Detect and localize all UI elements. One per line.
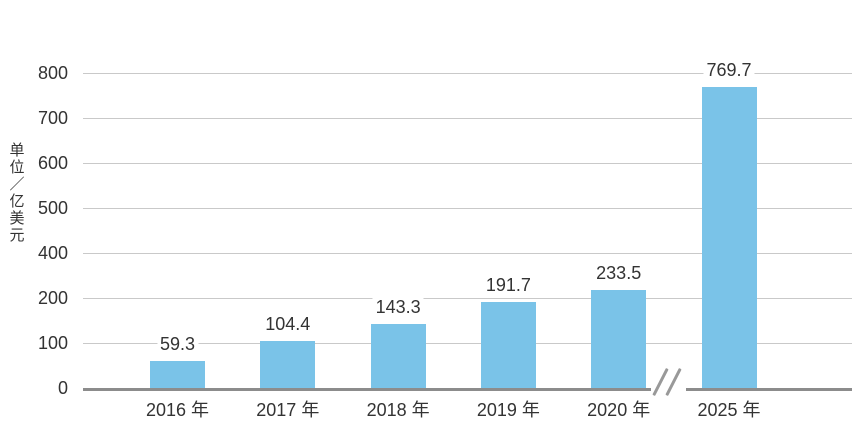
bar-value-label: 233.5 [593, 263, 645, 284]
y-tick-label: 700 [37, 108, 68, 128]
gridline [83, 252, 852, 254]
y-tick-label: 400 [37, 243, 68, 263]
bar [370, 323, 426, 388]
y-axis-title: 单位／亿美元 [7, 142, 25, 244]
y-tick-label: 800 [37, 63, 68, 83]
x-category-label: 2016 年 [145, 400, 210, 420]
y-tick-label: 600 [37, 153, 68, 173]
bar-value-label: 104.4 [262, 314, 314, 335]
y-tick-label: 0 [57, 378, 68, 398]
bar [591, 290, 647, 388]
x-category-label: 2018 年 [366, 400, 430, 420]
gridline [83, 117, 852, 119]
x-axis-line [83, 388, 852, 391]
gridline [83, 72, 852, 74]
gridline [83, 207, 852, 209]
x-category-label: 2020 年 [587, 400, 651, 420]
bar [150, 361, 205, 388]
bar [701, 86, 757, 388]
x-category-label: 2025 年 [697, 400, 761, 420]
gridline [83, 162, 852, 164]
bar [260, 341, 316, 388]
y-tick-label: 100 [37, 333, 68, 353]
y-tick-label: 500 [37, 198, 68, 218]
bar [480, 301, 536, 388]
gridline [83, 342, 852, 344]
x-category-label: 2019 年 [476, 400, 540, 420]
bar-value-label: 59.3 [156, 334, 199, 355]
y-tick-label: 200 [37, 288, 68, 308]
bar-value-label: 191.7 [482, 274, 534, 295]
x-category-label: 2017 年 [256, 400, 320, 420]
gridline [83, 297, 852, 299]
bar-value-label: 143.3 [372, 296, 424, 317]
bar-value-label: 769.7 [703, 59, 755, 80]
